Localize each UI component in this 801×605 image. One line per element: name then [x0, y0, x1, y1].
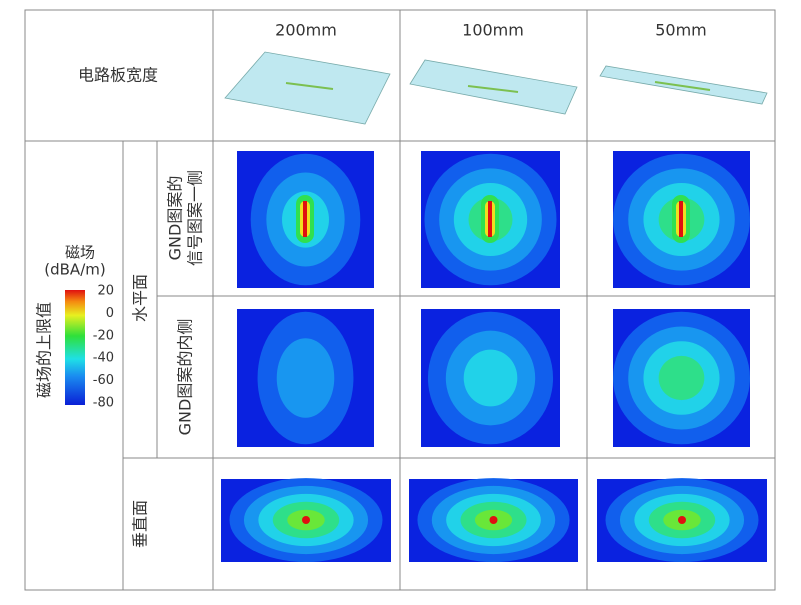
row-sublabel: GND图案的内侧 [176, 319, 195, 436]
legend-unit: (dBA/m) [44, 261, 105, 279]
field-maps [221, 151, 767, 562]
column-header: 200mm [275, 21, 337, 40]
row-header: 电路板宽度 [78, 66, 158, 85]
field-contour [658, 355, 705, 401]
field-core [488, 201, 492, 237]
colorbar-tick-label: 20 [97, 284, 114, 299]
colorbar-tick-label: -60 [93, 373, 114, 388]
column-header: 100mm [462, 21, 524, 40]
colorbar-tick-label: -80 [93, 396, 114, 411]
field-core [303, 201, 307, 237]
legend-title: 磁场 [65, 244, 95, 262]
row-label: 水平面 [131, 274, 150, 322]
colorbar [65, 290, 85, 405]
colorbar-tick-label: 0 [106, 306, 114, 321]
row-sublabel: 信号图案一侧 [186, 170, 205, 266]
board-images [224, 51, 768, 125]
column-header: 50mm [655, 21, 707, 40]
field-core [489, 516, 498, 524]
field-contour [463, 349, 518, 407]
colorbar-tick-label: -20 [93, 328, 114, 343]
colorbar-tick-label: -40 [93, 351, 114, 366]
field-contour [276, 338, 335, 418]
row-label: 垂直面 [131, 500, 150, 548]
row-sublabel: GND图案的 [166, 176, 185, 261]
field-core [679, 201, 683, 237]
side-label: 磁场的上限值 [35, 302, 54, 398]
field-core [678, 516, 686, 524]
table-grid [24, 9, 776, 591]
field-core [302, 516, 310, 524]
